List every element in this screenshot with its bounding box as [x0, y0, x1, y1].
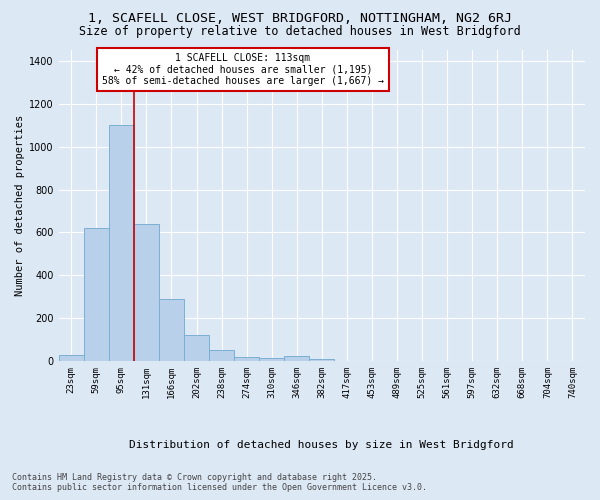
- Bar: [259, 358, 284, 361]
- Y-axis label: Number of detached properties: Number of detached properties: [15, 115, 25, 296]
- Bar: [59, 355, 84, 361]
- Text: Size of property relative to detached houses in West Bridgford: Size of property relative to detached ho…: [79, 25, 521, 38]
- Bar: [134, 224, 159, 361]
- Bar: [84, 228, 109, 361]
- Bar: [309, 359, 334, 361]
- X-axis label: Distribution of detached houses by size in West Bridgford: Distribution of detached houses by size …: [130, 440, 514, 450]
- Bar: [159, 299, 184, 361]
- Text: 1 SCAFELL CLOSE: 113sqm
← 42% of detached houses are smaller (1,195)
58% of semi: 1 SCAFELL CLOSE: 113sqm ← 42% of detache…: [102, 53, 384, 86]
- Bar: [284, 356, 309, 361]
- Bar: [184, 336, 209, 361]
- Bar: [109, 125, 134, 361]
- Bar: [234, 357, 259, 361]
- Text: Contains HM Land Registry data © Crown copyright and database right 2025.
Contai: Contains HM Land Registry data © Crown c…: [12, 473, 427, 492]
- Bar: [209, 350, 234, 361]
- Text: 1, SCAFELL CLOSE, WEST BRIDGFORD, NOTTINGHAM, NG2 6RJ: 1, SCAFELL CLOSE, WEST BRIDGFORD, NOTTIN…: [88, 12, 512, 26]
